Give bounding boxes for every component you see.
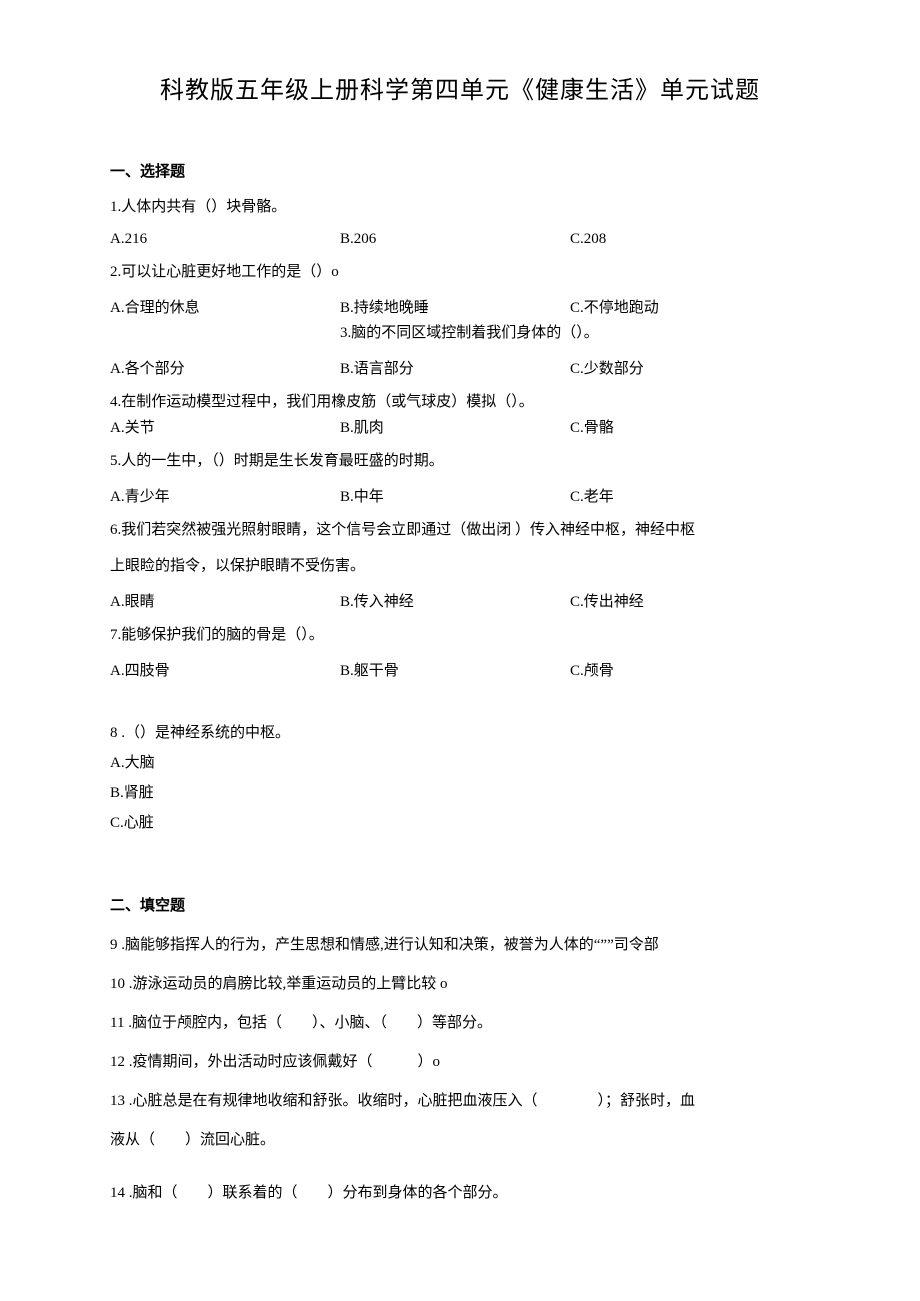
q1-options: A.216 B.206 C.208 [110, 231, 810, 248]
document-title: 科教版五年级上册科学第四单元《健康生活》单元试题 [110, 70, 810, 105]
q5-text: 5.人的一生中，（）时期是生长发育最旺盛的时期。 [110, 449, 810, 473]
q3-options: A.各个部分 B.语言部分 C.少数部分 [110, 357, 810, 378]
q3-opt-c: C.少数部分 [570, 357, 810, 378]
q11: 11 .脑位于颅腔内，包括（ ）、小脑、（ ）等部分。 [110, 1007, 810, 1040]
q10: 10 .游泳运动员的肩膀比较,举重运动员的上臂比较 o [110, 968, 810, 1001]
q3-text: 3.脑的不同区域控制着我们身体的（）。 [110, 321, 810, 345]
q7-opt-b: B.躯干骨 [340, 659, 570, 680]
q7-opt-a: A.四肢骨 [110, 659, 340, 680]
q5-opt-a: A.青少年 [110, 485, 340, 506]
q2-text: 2.可以让心脏更好地工作的是（）o [110, 260, 810, 284]
q13a: 13 .心脏总是在有规律地收缩和舒张。收缩时，心脏把血液压入（ ）；舒张时，血 [110, 1085, 810, 1118]
q9: 9 .脑能够指挥人的行为，产生思想和情感,进行认知和决策，被誉为人体的“””司令… [110, 929, 810, 962]
q2-options: A.合理的休息 B.持续地晚睡 C.不停地跑动 [110, 296, 810, 317]
q2-opt-b: B.持续地晚睡 [340, 296, 570, 317]
q5-opt-c: C.老年 [570, 485, 810, 506]
q4-opt-c: C.骨骼 [570, 416, 810, 437]
q8-opt-a: A.大脑 [110, 748, 810, 778]
q7-text: 7.能够保护我们的脑的骨是（）。 [110, 623, 810, 647]
q5-options: A.青少年 B.中年 C.老年 [110, 485, 810, 506]
q6-text-2: 上眼睑的指令，以保护眼睛不受伤害。 [110, 554, 810, 578]
q8-text: 8 .（）是神经系统的中枢。 [110, 718, 810, 748]
q4-opt-a: A.关节 [110, 416, 340, 437]
page: 科教版五年级上册科学第四单元《健康生活》单元试题 一、选择题 1.人体内共有（）… [0, 0, 920, 1276]
q1-text: 1.人体内共有（）块骨骼。 [110, 195, 810, 219]
q6-opt-c: C.传出神经 [570, 590, 810, 611]
section-2-head: 二、填空题 [110, 894, 810, 915]
q6-opt-b: B.传入神经 [340, 590, 570, 611]
q4-opt-b: B.肌肉 [340, 416, 570, 437]
q6-options: A.眼睛 B.传入神经 C.传出神经 [110, 590, 810, 611]
q7-opt-c: C.颅骨 [570, 659, 810, 680]
q4-options: A.关节 B.肌肉 C.骨骼 [110, 416, 810, 437]
q4-text: 4.在制作运动模型过程中，我们用橡皮筋（或气球皮）模拟（）。 [110, 390, 810, 414]
q12: 12 .疫情期间，外出活动时应该佩戴好（ ）o [110, 1046, 810, 1079]
q1-opt-b: B.206 [340, 231, 570, 248]
q3-opt-a: A.各个部分 [110, 357, 340, 378]
q2-opt-a: A.合理的休息 [110, 296, 340, 317]
q8-opt-b: B.肾脏 [110, 778, 810, 808]
q7-options: A.四肢骨 B.躯干骨 C.颅骨 [110, 659, 810, 680]
q13b: 液从（ ）流回心脏。 [110, 1124, 810, 1157]
q1-opt-a: A.216 [110, 231, 340, 248]
q5-opt-b: B.中年 [340, 485, 570, 506]
q14: 14 .脑和（ ）联系着的（ ）分布到身体的各个部分。 [110, 1177, 810, 1210]
q8-block: 8 .（）是神经系统的中枢。 A.大脑 B.肾脏 C.心脏 [110, 718, 810, 838]
section-1-head: 一、选择题 [110, 160, 810, 181]
q1-opt-c: C.208 [570, 231, 810, 248]
q6-text-1: 6.我们若突然被强光照射眼睛，这个信号会立即通过（做出闭 ）传入神经中枢，神经中… [110, 518, 810, 542]
q2-opt-c: C.不停地跑动 [570, 296, 810, 317]
q6-opt-a: A.眼睛 [110, 590, 340, 611]
q3-opt-b: B.语言部分 [340, 357, 570, 378]
q8-opt-c: C.心脏 [110, 808, 810, 838]
